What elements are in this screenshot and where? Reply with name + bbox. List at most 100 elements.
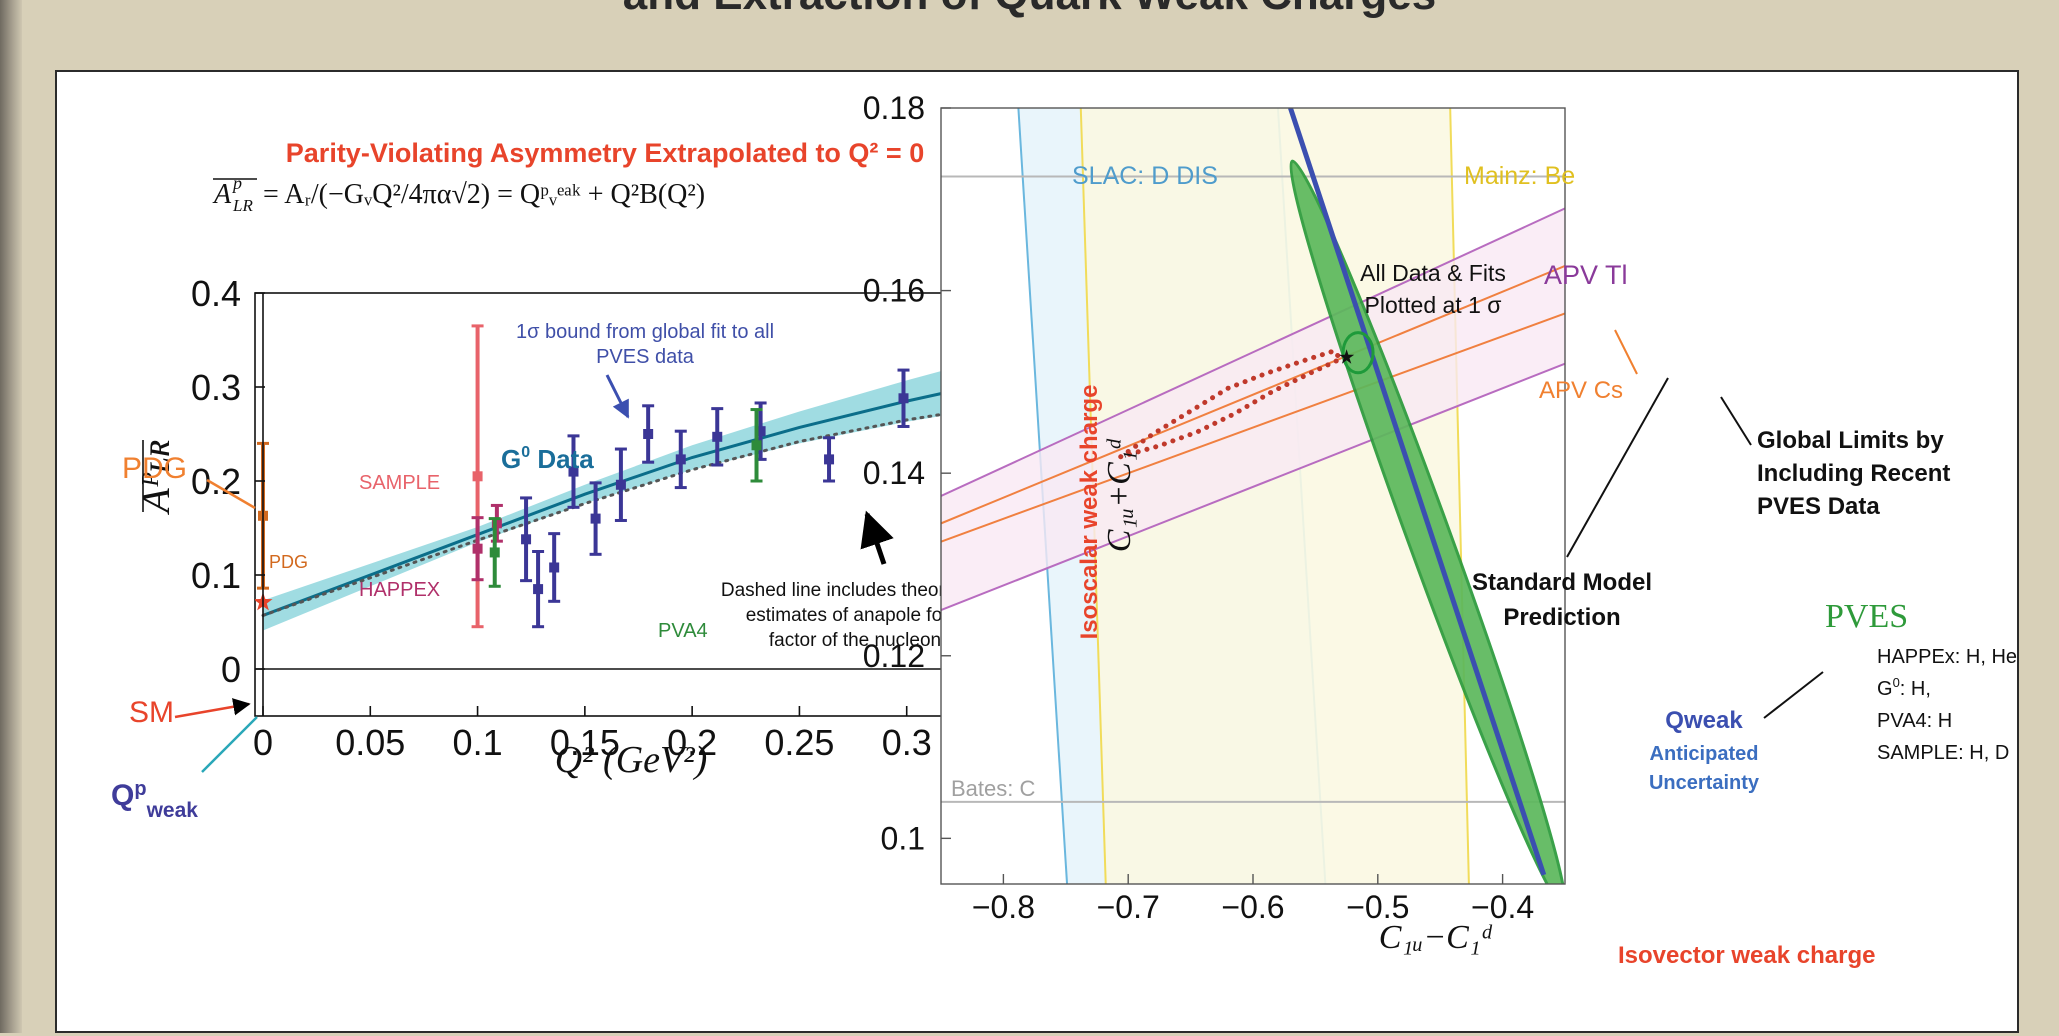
error-bar-0-1 — [532, 550, 545, 629]
pdg-pointer — [206, 478, 256, 510]
r-x-tick-label-2: −0.6 — [1221, 889, 1284, 925]
pdg-big-label: PDG — [122, 452, 187, 485]
formula-lhs-sub: LR — [232, 196, 253, 215]
y-tick-label-0: 0 — [221, 649, 241, 690]
right-y-axis-label: C₁ᵤ+C₁ᵈ — [1101, 438, 1138, 552]
sm-prediction-line-2: Prediction — [1503, 604, 1620, 631]
r-y-tick-label-0: 0.1 — [881, 820, 925, 856]
pves-list-line-1: HAPPEx: H, He — [1877, 646, 2017, 668]
data-point-0-1 — [533, 584, 544, 595]
band-label-0: SLAC: D DIS — [1072, 162, 1218, 190]
error-bar-0-8 — [711, 407, 724, 467]
formula-lhs: A — [212, 179, 232, 210]
left-edge-bar — [0, 0, 22, 1033]
isoscalar-label: Isoscalar weak charge — [1076, 385, 1103, 640]
error-bar-0-7 — [674, 429, 687, 490]
right-band-labels: SLAC: D DIS Mainz: Be APV Tl APV Cs — [1072, 162, 1638, 404]
r-y-tick-label-2: 0.14 — [863, 455, 925, 491]
error-bar-0-10 — [823, 436, 836, 483]
data-point-0-8 — [712, 431, 723, 442]
global-limits-line-1: Global Limits by — [1757, 427, 1944, 454]
pves-list-line-4: SAMPLE: H, D — [1877, 742, 2009, 764]
error-bar-0-6 — [642, 404, 655, 464]
qweak-label-bg — [1632, 696, 1778, 812]
sm-star-marker — [1338, 349, 1355, 364]
data-point-0-2 — [549, 562, 560, 573]
apv-cs-pointer — [1614, 329, 1638, 375]
left-error-bars — [255, 324, 910, 629]
pva4-label: PVA4 — [658, 620, 708, 642]
formula-lhs-sup: p — [231, 173, 242, 193]
error-bar-0-2 — [548, 532, 561, 603]
x-tick-label-4: 0.2 — [667, 722, 717, 763]
error-bar-0-5 — [614, 447, 627, 522]
x-tick-label-5: 0.25 — [764, 722, 834, 763]
x-tick-label-1: 0.05 — [335, 722, 405, 763]
left-plot-frame — [254, 292, 1007, 717]
left-axis-ticks: 0 0.05 0.1 0.15 0.2 0.25 0.300.10.20.30.4 — [191, 273, 932, 763]
r-x-tick-label-1: −0.7 — [1097, 889, 1160, 925]
isovector-label: Isovector weak charge — [1618, 942, 1875, 969]
data-point-3-1 — [751, 440, 762, 451]
band-3 — [941, 265, 1565, 543]
pves-ellipse — [1289, 159, 1565, 884]
r-x-tick-label-4: −0.4 — [1471, 889, 1534, 925]
y-tick-label-4: 0.4 — [191, 273, 241, 314]
fit-line — [262, 377, 1006, 617]
band-label-1: Mainz: Be — [1464, 162, 1575, 190]
qpweak-label: Qpweak — [111, 778, 198, 822]
dashed-anapole-line — [261, 402, 1006, 617]
right-plot-area: Bates: C — [941, 108, 1565, 884]
band-2 — [941, 207, 1565, 612]
dashed-note-line-1: Dashed line includes theoretical — [721, 580, 989, 601]
data-point-0-10 — [824, 454, 835, 465]
sm-prediction-line-1: Standard Model — [1472, 569, 1652, 596]
global-limits-line-3: PVES Data — [1757, 493, 1880, 520]
right-chart: Bates: C −0.8 −0.7 −0.6 −0.5 −0.4 0.1 0.12 0.14… — [863, 90, 2017, 969]
right-axis-ticks: −0.8 −0.7 −0.6 −0.5 −0.4 0.1 0.12 0.14 0.16 0.18 — [863, 90, 1534, 925]
pves-label: PVES — [1825, 598, 1908, 635]
data-point-0-5 — [615, 479, 626, 490]
dashed-note-arrow — [860, 510, 894, 565]
left-plot-area — [255, 324, 1006, 631]
x-tick-label-3: 0.15 — [550, 722, 620, 763]
figure-svg: Parity-Violating Asymmetry Extrapolated … — [111, 90, 2017, 969]
left-chart-title: Parity-Violating Asymmetry Extrapolated … — [286, 138, 924, 168]
bates-horizontal-lines: Bates: C — [941, 175, 1565, 803]
y-tick-label-1: 0.1 — [191, 555, 241, 596]
dashed-note-line-3: factor of the nucleon — [769, 630, 941, 651]
formula-rhs: = Aᵣ/(−GᵥQ²/4πα√2) = Qᵖᵥᵉᵃᵏ + Q²B(Q²) — [263, 179, 705, 210]
global-limits-pointer — [1720, 396, 1752, 446]
qweak-pointer — [1763, 671, 1824, 719]
band-label-2: APV Tl — [1544, 260, 1628, 290]
all-data-line-1: All Data & Fits — [1360, 260, 1506, 286]
data-point-2-0 — [472, 543, 483, 554]
qweak-label-line-2: Anticipated — [1650, 743, 1759, 765]
hline-label-1: Bates: C — [951, 776, 1035, 801]
y-tick-label-3: 0.3 — [191, 367, 241, 408]
right-x-axis-label: C₁ᵤ−C₁ᵈ — [1379, 919, 1493, 956]
qpweak-pointer — [201, 716, 258, 773]
r-y-tick-label-1: 0.12 — [863, 638, 925, 674]
error-bar-3-1 — [750, 408, 763, 483]
data-point-0-6 — [643, 429, 654, 439]
left-formula: A p LR = Aᵣ/(−GᵥQ²/4πα√2) = Qᵖᵥᵉᵃᵏ + Q²B… — [212, 173, 705, 215]
data-point-2-1 — [491, 518, 502, 529]
sm-dotted-contour — [1118, 347, 1345, 460]
error-bar-0-3 — [567, 434, 580, 509]
error-bar-2-0 — [471, 516, 484, 582]
data-point-1-0 — [472, 471, 483, 482]
sm-pointer — [174, 698, 251, 719]
g0-label: G0 Data — [501, 444, 594, 474]
qweak-label-line-3: Uncertainty — [1649, 772, 1760, 794]
error-bar-0-0 — [520, 496, 533, 583]
fit-note-arrow — [605, 374, 630, 419]
error-bar-3-0 — [488, 517, 501, 588]
band-label-3: APV Cs — [1539, 377, 1623, 404]
data-point-0-0 — [521, 534, 532, 545]
data-point-0-3 — [568, 466, 579, 477]
x-tick-label-0: 0 — [253, 722, 273, 763]
pdg-small-label: PDG — [269, 552, 308, 572]
global-limits-line-2: Including Recent — [1757, 460, 1950, 487]
r-x-tick-label-0: −0.8 — [972, 889, 1035, 925]
